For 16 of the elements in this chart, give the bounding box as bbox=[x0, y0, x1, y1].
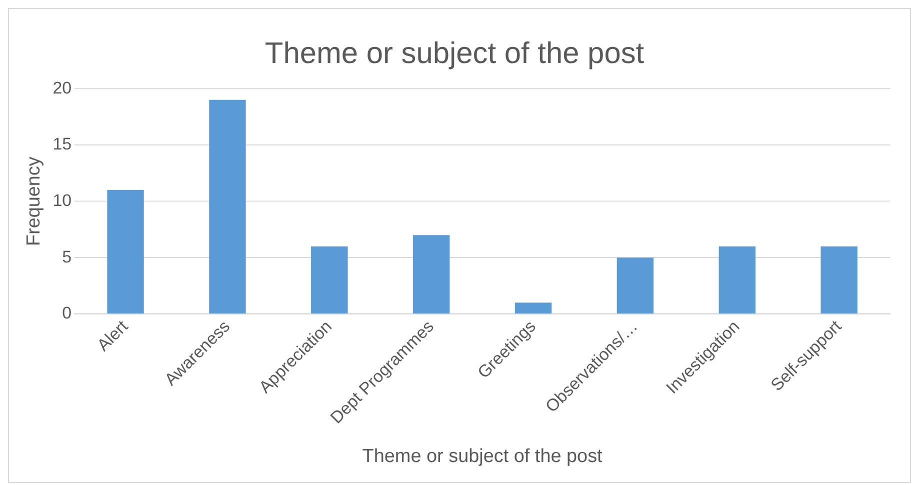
bar bbox=[616, 258, 654, 314]
y-tick-label: 5 bbox=[62, 247, 72, 266]
bar bbox=[311, 246, 348, 314]
y-tick-label: 20 bbox=[52, 78, 72, 98]
x-axis-title: Theme or subject of the post bbox=[362, 446, 604, 467]
bar bbox=[820, 246, 858, 314]
y-axis-title: Frequency bbox=[24, 156, 45, 246]
bar bbox=[412, 235, 450, 314]
bar bbox=[107, 190, 144, 314]
y-tick-label: 10 bbox=[52, 190, 72, 210]
bar bbox=[718, 246, 756, 314]
y-tick-label: 15 bbox=[52, 134, 72, 154]
bar bbox=[514, 302, 552, 314]
y-tick-label: 0 bbox=[62, 304, 72, 323]
chart-title: Theme or subject of the post bbox=[264, 37, 645, 70]
bar bbox=[209, 100, 246, 314]
